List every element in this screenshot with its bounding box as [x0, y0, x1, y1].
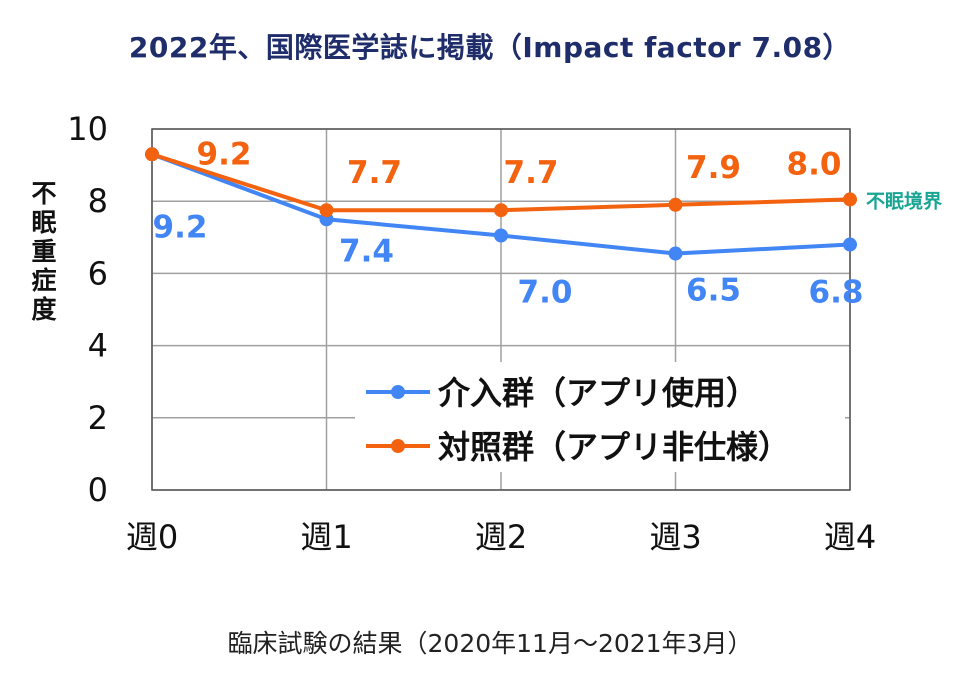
data-point — [668, 197, 683, 212]
data-point — [145, 147, 159, 162]
legend-swatch-marker — [391, 385, 405, 399]
y-tick-label: 10 — [67, 110, 108, 148]
x-tick-label: 週3 — [649, 518, 701, 556]
y-label-char: 眠 — [31, 208, 56, 237]
y-tick-label: 8 — [88, 182, 108, 220]
y-tick-label: 6 — [88, 254, 108, 292]
y-axis-ticks: 0 2 4 6 8 10 — [67, 110, 108, 509]
reference-label: 不眠境界 — [866, 189, 942, 212]
chart-caption: 臨床試験の結果（2020年11月〜2021年3月） — [227, 629, 753, 658]
y-label-char: 度 — [31, 295, 56, 324]
data-label: 8.0 — [787, 146, 842, 182]
y-tick-label: 4 — [88, 327, 108, 365]
legend: 介入群（アプリ使用） 対照群（アプリ非仕様） — [355, 362, 845, 472]
x-tick-label: 週0 — [126, 518, 178, 556]
plot-area — [151, 128, 851, 491]
legend-box — [355, 362, 845, 472]
data-label: 9.2 — [153, 209, 208, 245]
legend-label: 介入群（アプリ使用） — [437, 374, 758, 412]
data-label: 7.4 — [339, 233, 394, 269]
y-tick-label: 2 — [88, 399, 108, 437]
data-labels: 9.2 7.4 7.0 6.5 6.8 9.2 7.7 7.7 7.9 8.0 — [153, 136, 864, 310]
x-tick-label: 週2 — [475, 518, 527, 556]
data-point — [843, 192, 857, 207]
data-point — [494, 203, 508, 218]
legend-label: 対照群（アプリ非仕様） — [438, 428, 790, 466]
y-label-char: 症 — [31, 266, 56, 295]
data-point — [843, 237, 857, 252]
data-label: 7.7 — [347, 155, 402, 191]
chart-title: 2022年、国際医学誌に掲載（Impact factor 7.08） — [128, 31, 852, 64]
y-tick-label: 0 — [88, 471, 108, 509]
data-label: 7.0 — [518, 274, 573, 310]
x-axis-ticks: 週0 週1 週2 週3 週4 — [126, 518, 876, 556]
legend-swatch-marker — [391, 439, 405, 453]
series-points — [145, 147, 857, 261]
data-label: 7.7 — [504, 155, 559, 191]
x-tick-label: 週1 — [300, 518, 352, 556]
data-label: 6.5 — [686, 273, 741, 309]
y-label-char: 不 — [31, 179, 56, 208]
data-label: 9.2 — [197, 136, 252, 172]
y-label-char: 重 — [31, 237, 56, 266]
plot-border — [151, 128, 851, 491]
reference-line-label: 不眠境界 — [866, 189, 942, 212]
data-label: 6.8 — [809, 275, 864, 311]
data-point — [319, 203, 334, 218]
data-label: 7.9 — [686, 150, 741, 186]
data-point — [494, 228, 508, 243]
data-point — [668, 246, 683, 261]
x-tick-label: 週4 — [824, 518, 876, 556]
